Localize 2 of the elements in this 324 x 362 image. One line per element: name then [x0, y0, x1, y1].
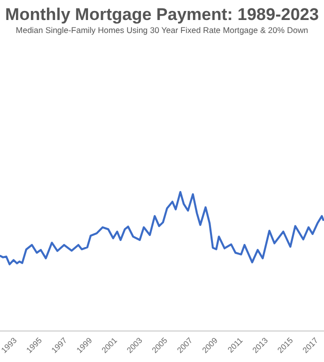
chart-title: Monthly Mortgage Payment: 1989-2023 [5, 5, 319, 24]
chart-subtitle: Median Single-Family Homes Using 30 Year Fixed Rate Mortgage & 20% Down [16, 25, 309, 35]
